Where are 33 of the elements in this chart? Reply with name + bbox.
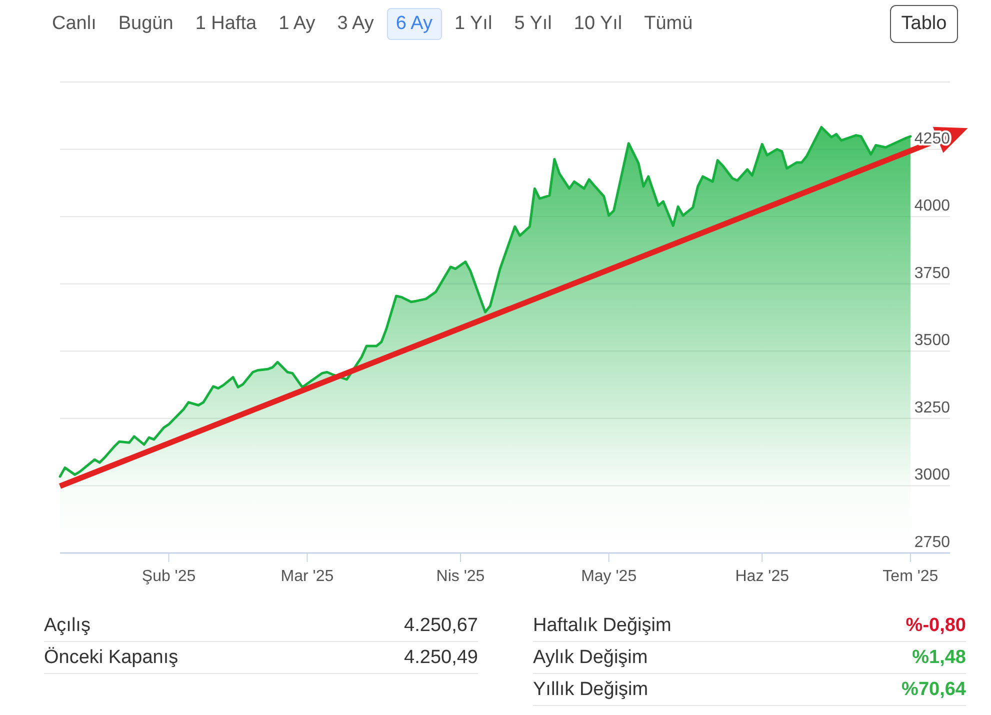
- text: 1 Yıl: [454, 12, 494, 36]
- text: Aylık Değişim: [533, 646, 648, 668]
- y-tick-label: 3000: [914, 466, 950, 484]
- text: Önceki Kapanış: [44, 646, 178, 668]
- text: Tablo: [890, 5, 958, 43]
- text: Açılış: [44, 614, 90, 636]
- text: Haftalık Değişim: [533, 614, 672, 636]
- y-tick-label: 3500: [914, 332, 950, 350]
- x-tick-label: Nis '25: [436, 568, 485, 585]
- text: 1 Ay: [278, 12, 316, 36]
- text: Yıllık Değişim: [533, 678, 648, 700]
- y-tick-label: 3750: [914, 264, 950, 282]
- x-tick-label: Tem '25: [882, 568, 938, 585]
- text: %1,48: [912, 646, 966, 668]
- text: 5 Yıl: [513, 12, 553, 36]
- text: Bugün: [117, 12, 174, 36]
- y-tick-label: 2750: [914, 534, 950, 551]
- text: Canlı: [51, 12, 98, 36]
- x-tick-label: Mar '25: [280, 568, 334, 585]
- text: 10 Yıl: [572, 12, 624, 36]
- y-tick-label: 4000: [914, 198, 950, 215]
- text: %70,64: [902, 678, 966, 700]
- text: 3 Ay: [336, 12, 375, 36]
- x-tick-label: Haz '25: [735, 568, 790, 585]
- text: 1 Hafta: [194, 12, 258, 36]
- x-tick-label: May '25: [581, 568, 637, 585]
- text: 4.250,49: [404, 646, 478, 668]
- text: %-0,80: [906, 614, 966, 636]
- text: 4.250,67: [404, 614, 478, 636]
- x-tick-label: Şub '25: [142, 568, 196, 585]
- text: 6 Ay: [386, 8, 442, 40]
- y-tick-label: 3250: [914, 399, 950, 416]
- text: Tümü: [643, 12, 694, 36]
